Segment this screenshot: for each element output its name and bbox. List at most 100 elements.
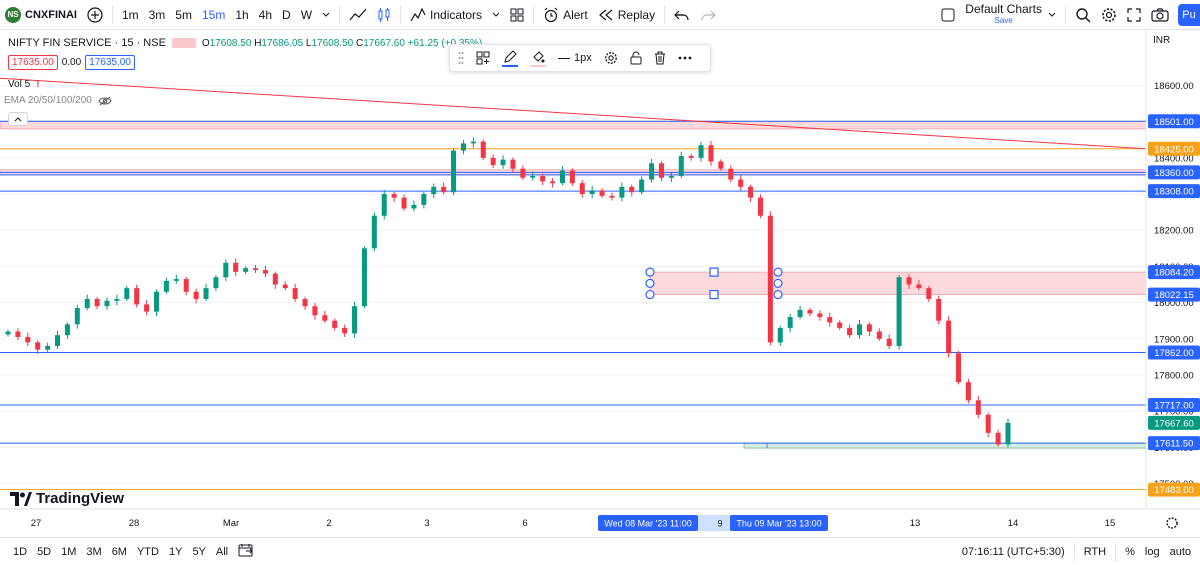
search-icon[interactable] — [1070, 0, 1096, 30]
resize-handle[interactable] — [773, 267, 783, 277]
price-chart[interactable]: 17500.0017600.0017700.0017800.0017900.00… — [0, 31, 1200, 537]
candle-body — [15, 331, 21, 337]
unlock-icon[interactable] — [630, 51, 642, 65]
candle-body — [193, 291, 199, 299]
timeframe-D[interactable]: D — [282, 7, 291, 22]
fill-color-button[interactable] — [530, 50, 546, 67]
range-3m[interactable]: 3M — [86, 545, 102, 558]
layout-selector[interactable]: Default Charts Save — [960, 0, 1061, 30]
candle-body — [817, 313, 823, 318]
symbol-search[interactable]: NS CNXFINAI — [0, 0, 82, 30]
ask-price[interactable]: 17635.00 — [85, 55, 135, 70]
price-label-bg — [1148, 345, 1200, 360]
line-chart-type-icon[interactable] — [344, 0, 372, 30]
trend-line[interactable] — [0, 77, 1147, 150]
eye-hidden-icon[interactable] — [98, 96, 112, 106]
indicators-button[interactable]: Indicators — [405, 0, 487, 30]
candle-body — [490, 157, 496, 166]
log-toggle[interactable]: log — [1144, 545, 1160, 558]
templates-icon[interactable] — [476, 51, 490, 65]
replay-button[interactable]: Replay — [593, 0, 660, 30]
range-6m[interactable]: 6M — [111, 545, 127, 558]
resize-handle[interactable] — [709, 267, 719, 277]
candle-body — [708, 145, 714, 162]
resize-handle[interactable] — [773, 278, 783, 288]
volume-warning-icon[interactable]: ! — [36, 79, 40, 90]
candle-body — [381, 194, 387, 216]
publish-button[interactable]: Pu — [1178, 4, 1200, 26]
resize-handle[interactable] — [645, 289, 655, 300]
timeframe-3m[interactable]: 3m — [148, 7, 166, 22]
alert-button[interactable]: Alert — [538, 0, 593, 30]
resize-handle[interactable] — [773, 289, 783, 300]
price-label: 18501.00 — [1154, 117, 1194, 128]
collapse-legend-button[interactable] — [8, 112, 28, 126]
range-1m[interactable]: 1M — [61, 545, 77, 558]
line-width-label: 1px — [574, 52, 592, 64]
line-color-button[interactable] — [502, 49, 518, 67]
timeframe-4h[interactable]: 4h — [258, 7, 273, 22]
tradingview-logo[interactable]: TradingView — [10, 490, 124, 507]
candle-body — [678, 156, 684, 176]
session-toggle[interactable]: RTH — [1083, 545, 1107, 558]
price-label: 18308.00 — [1154, 187, 1194, 198]
range-1d[interactable]: 1D — [13, 545, 28, 558]
horizontal-lines — [0, 120, 1146, 491]
auto-toggle[interactable]: auto — [1169, 545, 1191, 558]
resize-handle[interactable] — [645, 267, 655, 277]
volume-legend: Vol 5 ! — [8, 79, 40, 90]
candle-body — [144, 304, 150, 312]
timeframe-1m[interactable]: 1m — [121, 7, 139, 22]
gear-icon[interactable] — [604, 51, 618, 65]
percent-toggle[interactable]: % — [1125, 545, 1135, 558]
candles-chart-type-icon[interactable] — [372, 0, 396, 30]
symbol-legend: NIFTY FIN SERVICE · 15 · NSE O17608.50 H… — [8, 37, 482, 49]
timeframe-W[interactable]: W — [300, 7, 313, 22]
candle-body — [658, 163, 664, 178]
candle-body — [757, 197, 763, 216]
range-5d[interactable]: 5D — [37, 545, 52, 558]
goto-date-icon[interactable] — [233, 543, 259, 560]
redo-icon[interactable] — [695, 0, 721, 30]
resize-handle[interactable] — [645, 278, 655, 288]
layout-checkbox-icon[interactable] — [936, 0, 960, 30]
trash-icon[interactable] — [654, 51, 666, 65]
gear-icon[interactable] — [1096, 0, 1122, 30]
camera-icon[interactable] — [1146, 0, 1174, 30]
more-icon[interactable] — [678, 56, 692, 60]
range-1y[interactable]: 1Y — [168, 545, 183, 558]
top-toolbar: NS CNXFINAI 1m 3m 5m 15m 1h 4h D W Indicators A… — [0, 0, 1200, 30]
clock-display[interactable]: 07:16:11 (UTC+5:30) — [961, 545, 1065, 558]
candle-body — [975, 400, 981, 415]
time-label-start-bg — [598, 515, 698, 531]
drag-handle-icon[interactable] — [458, 51, 464, 65]
price-label-bg — [1148, 165, 1200, 180]
gear-icon[interactable] — [1166, 517, 1178, 529]
range-all[interactable]: All — [215, 545, 229, 558]
zone-rect[interactable] — [0, 120, 1147, 130]
alert-label: Alert — [563, 7, 588, 22]
indicators-dropdown-icon[interactable] — [487, 0, 505, 30]
currency-label[interactable]: INR — [1153, 35, 1171, 46]
fullscreen-icon[interactable] — [1122, 0, 1146, 30]
line-width-button[interactable]: 1px — [558, 52, 592, 64]
timeframe-5m[interactable]: 5m — [175, 7, 192, 22]
price-label-bg — [1148, 287, 1200, 302]
compare-add-icon[interactable] — [82, 0, 108, 30]
zone-rect[interactable] — [743, 442, 1147, 449]
ema-legend[interactable]: EMA 20/50/100/200 — [4, 95, 112, 106]
undo-icon[interactable] — [669, 0, 695, 30]
candle-body — [668, 175, 674, 178]
timeframe-15m[interactable]: 15m — [201, 7, 226, 22]
timeframe-dropdown-icon[interactable] — [317, 0, 335, 30]
rectangle-handles — [645, 267, 783, 300]
range-ytd[interactable]: YTD — [136, 545, 159, 558]
candle-body — [5, 331, 11, 335]
timeframe-1h[interactable]: 1h — [235, 7, 249, 22]
layouts-grid-icon[interactable] — [505, 0, 529, 30]
legend-color-swatch[interactable] — [171, 38, 196, 48]
tradingview-wordmark: TradingView — [36, 490, 125, 507]
resize-handle[interactable] — [709, 289, 719, 300]
bid-price[interactable]: 17635.00 — [8, 55, 58, 70]
range-5y[interactable]: 5Y — [192, 545, 206, 558]
